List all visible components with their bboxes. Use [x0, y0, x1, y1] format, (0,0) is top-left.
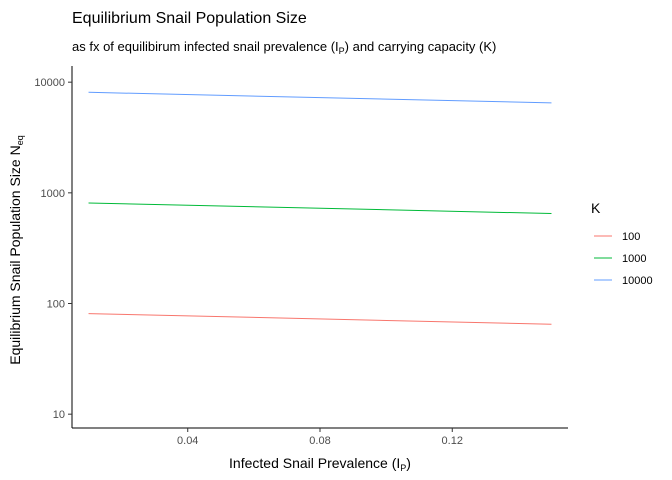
y-axis-title-text: Equilibrium Snail Population Size N — [7, 145, 23, 364]
x-axis-title-text-end: ) — [406, 455, 411, 471]
legend-title: K — [591, 200, 601, 216]
x-tick-label: 0.12 — [442, 435, 463, 447]
series-line-100 — [88, 313, 552, 325]
chart-subtitle-text: as fx of equilibirum infected snail prev… — [72, 39, 339, 54]
y-tick-label: 1000 — [41, 188, 65, 200]
x-axis-title: Infected Snail Prevalence (IP) — [229, 455, 411, 473]
y-axis-title-subscript: eq — [15, 135, 25, 145]
x-axis-title-subscript: P — [400, 463, 406, 473]
x-tick-label: 0.04 — [177, 435, 198, 447]
series-line-1000 — [88, 202, 552, 215]
plot-area: 0.04 0.08 0.12 10 100 1000 10000 — [34, 66, 568, 447]
legend-label-100: 100 — [622, 231, 640, 243]
y-tick-label: 10000 — [34, 77, 65, 89]
chart-title: Equilibrium Snail Population Size — [72, 10, 307, 27]
series-line-10000 — [88, 91, 552, 104]
y-tick-label: 10 — [53, 409, 65, 421]
legend: K 100 1000 10000 — [591, 200, 653, 287]
y-tick-label: 100 — [47, 299, 65, 311]
chart-subtitle: as fx of equilibirum infected snail prev… — [72, 39, 496, 56]
chart-subtitle-text-end: ) and carrying capacity (K) — [345, 39, 497, 54]
x-tick-label: 0.08 — [309, 435, 330, 447]
legend-label-1000: 1000 — [622, 253, 646, 265]
legend-label-10000: 10000 — [622, 275, 653, 287]
chart-subtitle-subscript: P — [339, 46, 345, 56]
y-axis-title: Equilibrium Snail Population Size Neq — [7, 135, 25, 364]
x-axis-title-text: Infected Snail Prevalence (I — [229, 455, 400, 471]
